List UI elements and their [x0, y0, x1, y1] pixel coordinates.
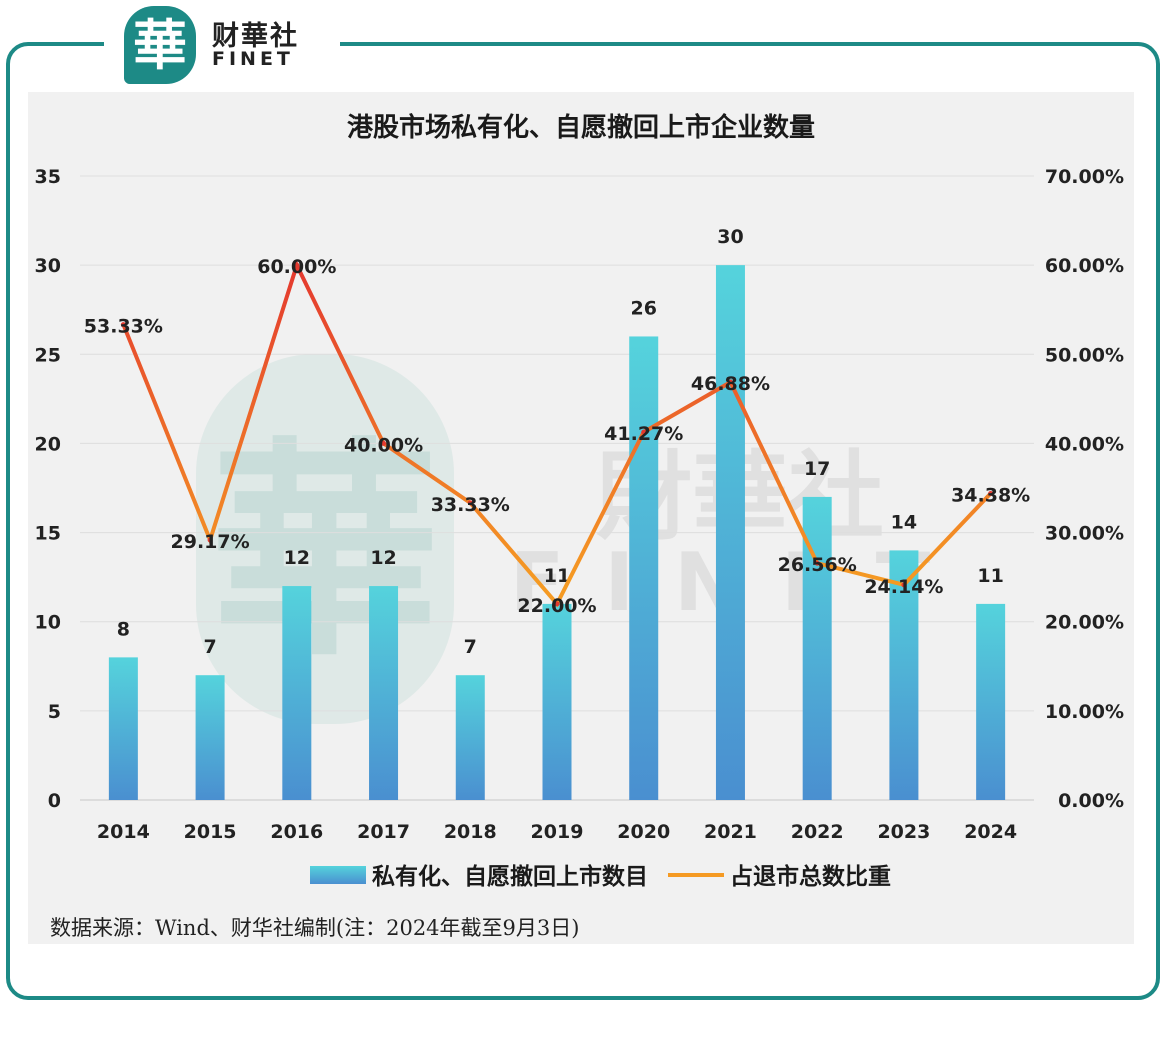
line-value-label: 60.00% [257, 256, 336, 278]
line-point [554, 601, 560, 607]
line-point [901, 582, 907, 588]
x-tick-label: 2020 [617, 821, 670, 843]
y-left-tick-label: 10 [35, 612, 61, 634]
bar [455, 675, 485, 800]
line-point [120, 322, 126, 328]
bar-value-label: 11 [977, 565, 1003, 587]
bar-value-label: 11 [544, 565, 570, 587]
bar [195, 675, 225, 800]
chart-panel: 華財華社FINET港股市场私有化、自愿撤回上市企业数量0510152025303… [28, 92, 1134, 944]
y-right-tick-label: 60.00% [1045, 255, 1124, 277]
line-point [641, 429, 647, 435]
bar [369, 586, 399, 800]
y-left-tick-label: 25 [35, 344, 61, 366]
x-tick-label: 2022 [791, 821, 844, 843]
logo-name-en: FINET [212, 48, 294, 70]
y-right-tick-label: 20.00% [1045, 612, 1124, 634]
y-right-tick-label: 50.00% [1045, 344, 1124, 366]
line-point [988, 491, 994, 497]
bar [715, 265, 745, 801]
logo-name-cn: 财華社 [212, 21, 299, 52]
x-tick-label: 2016 [270, 821, 323, 843]
y-left-tick-label: 5 [48, 701, 61, 723]
bar [629, 336, 659, 800]
legend-bar-label: 私有化、自愿撤回上市数目 [372, 863, 648, 890]
legend-line-label: 占退市总数比重 [730, 863, 891, 890]
x-tick-label: 2021 [704, 821, 757, 843]
line-value-label: 33.33% [431, 494, 510, 516]
bar [976, 603, 1006, 800]
watermark-mark: 華 [210, 417, 440, 687]
bar-value-label: 12 [370, 547, 396, 569]
y-left-tick-label: 0 [48, 790, 61, 812]
bar [282, 586, 312, 800]
x-tick-label: 2024 [964, 821, 1017, 843]
line-point [467, 500, 473, 506]
x-tick-label: 2023 [877, 821, 930, 843]
y-right-tick-label: 40.00% [1045, 433, 1124, 455]
line-point [381, 440, 387, 446]
line-point [207, 537, 213, 543]
legend-bar-swatch [310, 866, 366, 884]
logo-badge-icon: 華 [124, 6, 196, 84]
bar-value-label: 12 [284, 547, 310, 569]
line-value-label: 24.14% [864, 576, 943, 598]
line-value-label: 46.88% [691, 373, 770, 395]
line-value-label: 53.33% [84, 316, 163, 338]
y-left-tick-label: 20 [35, 433, 61, 455]
line-value-label: 41.27% [604, 423, 683, 445]
bar [542, 603, 572, 800]
x-tick-label: 2018 [444, 821, 497, 843]
y-left-tick-label: 35 [35, 166, 61, 188]
bar-value-label: 17 [804, 458, 830, 480]
line-point [814, 560, 820, 566]
line-point [294, 262, 300, 268]
source-note: 数据来源：Wind、财华社编制(注：2024年截至9月3日) [50, 916, 580, 940]
x-tick-label: 2014 [97, 821, 150, 843]
line-point [727, 379, 733, 385]
y-left-tick-label: 30 [35, 255, 61, 277]
y-right-tick-label: 70.00% [1045, 166, 1124, 188]
bar [889, 550, 919, 800]
line-value-label: 34.38% [951, 485, 1030, 507]
line-value-label: 22.00% [517, 595, 596, 617]
y-right-tick-label: 0.00% [1058, 790, 1124, 812]
x-tick-label: 2017 [357, 821, 410, 843]
chart-title: 港股市场私有化、自愿撤回上市企业数量 [347, 112, 815, 143]
bar-value-label: 7 [464, 636, 477, 658]
bar-value-label: 7 [203, 636, 216, 658]
y-right-tick-label: 10.00% [1045, 701, 1124, 723]
bar [108, 657, 138, 800]
bar-value-label: 8 [117, 618, 130, 640]
bar-value-label: 26 [631, 297, 657, 319]
y-right-tick-label: 30.00% [1045, 523, 1124, 545]
x-tick-label: 2019 [531, 821, 584, 843]
finet-logo: 華 财華社 FINET [104, 0, 340, 96]
bar-value-label: 14 [891, 511, 917, 533]
chart-svg: 華財華社FINET港股市场私有化、自愿撤回上市企业数量0510152025303… [35, 112, 1124, 890]
bar-value-label: 30 [717, 226, 743, 248]
line-value-label: 40.00% [344, 434, 423, 456]
x-tick-label: 2015 [184, 821, 237, 843]
line-value-label: 29.17% [171, 531, 250, 553]
y-left-tick-label: 15 [35, 523, 61, 545]
line-value-label: 26.56% [778, 554, 857, 576]
